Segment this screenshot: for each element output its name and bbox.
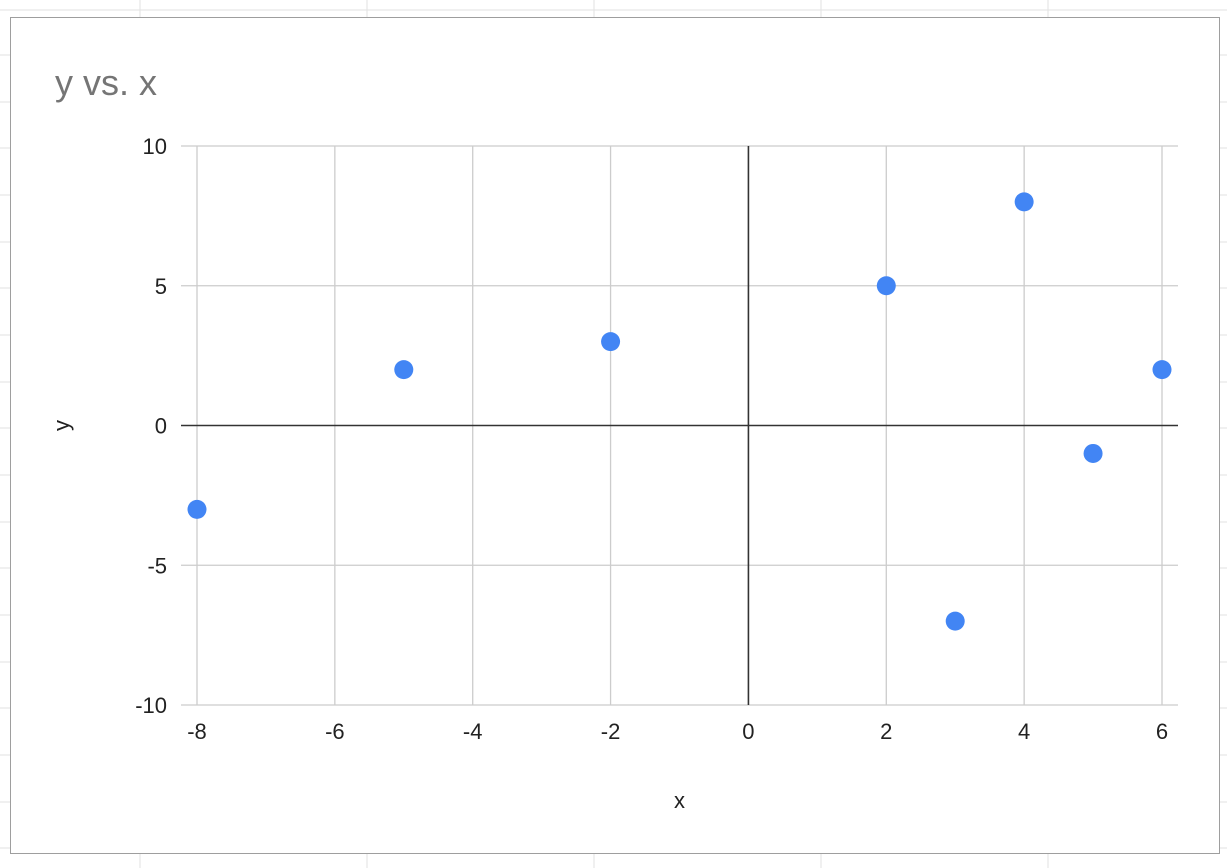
scatter-chart: -10 -5 0 5 10 -8 -6 -4 -2 0 2 4 6 x y bbox=[49, 134, 1178, 813]
y-tick-label: -10 bbox=[135, 693, 167, 718]
y-tick-label: -5 bbox=[147, 553, 167, 578]
data-point[interactable] bbox=[1152, 360, 1172, 380]
data-point[interactable] bbox=[1083, 443, 1103, 463]
chart-container[interactable]: y vs. x -10 -5 0 5 10 -8 -6 -4 -2 0 2 4 6 x y bbox=[10, 17, 1220, 854]
data-point[interactable] bbox=[1014, 192, 1034, 212]
x-tick-label: -4 bbox=[463, 719, 483, 744]
y-tick-label: 5 bbox=[155, 274, 167, 299]
y-axis-tick-labels: -10 -5 0 5 10 bbox=[135, 134, 167, 718]
zero-axes bbox=[181, 146, 1178, 705]
x-tick-label: 2 bbox=[880, 719, 892, 744]
x-tick-label: -2 bbox=[601, 719, 621, 744]
data-point[interactable] bbox=[601, 332, 621, 352]
x-axis-title: x bbox=[674, 788, 685, 813]
y-axis-title: y bbox=[49, 420, 74, 431]
y-tick-label: 0 bbox=[155, 414, 167, 439]
chart-title: y vs. x bbox=[55, 62, 158, 103]
data-points bbox=[187, 192, 1172, 631]
x-tick-label: 0 bbox=[742, 719, 754, 744]
data-point[interactable] bbox=[394, 360, 414, 380]
x-axis-tick-labels: -8 -6 -4 -2 0 2 4 6 bbox=[187, 719, 1168, 744]
data-point[interactable] bbox=[945, 611, 965, 631]
x-tick-label: 4 bbox=[1018, 719, 1030, 744]
x-tick-label: -8 bbox=[187, 719, 207, 744]
data-point[interactable] bbox=[187, 499, 207, 519]
x-tick-label: 6 bbox=[1156, 719, 1168, 744]
data-point[interactable] bbox=[876, 276, 896, 296]
y-tick-label: 10 bbox=[143, 134, 167, 159]
x-tick-label: -6 bbox=[325, 719, 345, 744]
